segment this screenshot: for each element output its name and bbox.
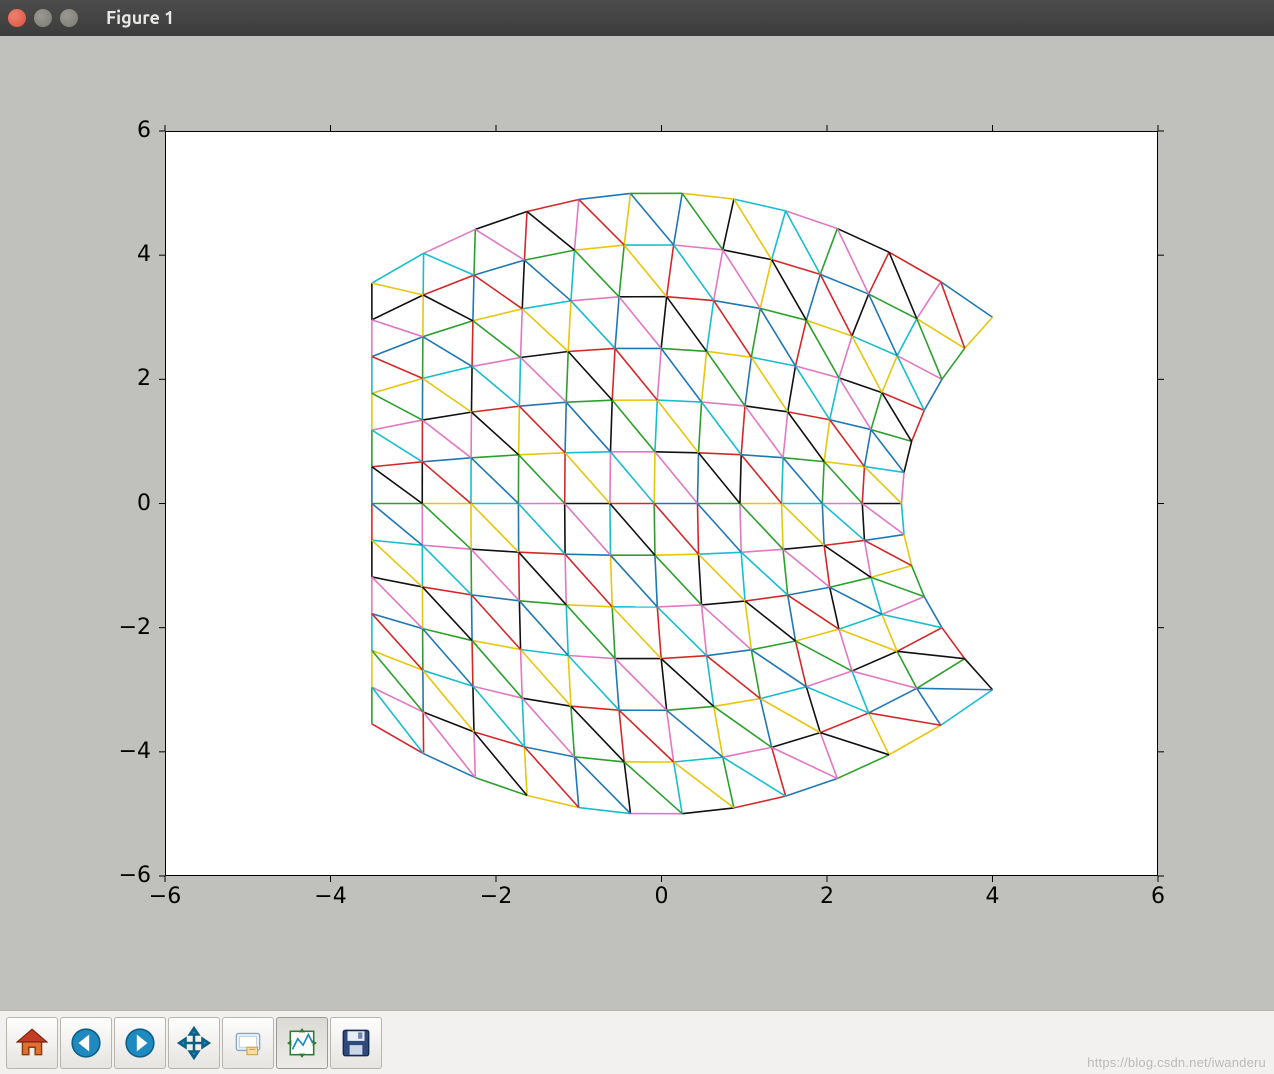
save-icon xyxy=(339,1026,373,1060)
figure: −6 −4 −2 0 2 4 6 −6 −4 −2 0 2 4 6 xyxy=(0,36,1274,1010)
tick-label: 6 xyxy=(1151,884,1165,909)
home-button[interactable] xyxy=(6,1017,58,1069)
zoom-icon xyxy=(231,1026,265,1060)
tick-label: −6 xyxy=(119,863,151,888)
subplots-button[interactable] xyxy=(276,1017,328,1069)
pan-button[interactable] xyxy=(168,1017,220,1069)
tick-label: 6 xyxy=(137,118,151,143)
zoom-button[interactable] xyxy=(222,1017,274,1069)
tick-label: 0 xyxy=(655,884,669,909)
tick-label: 4 xyxy=(137,242,151,267)
forward-button[interactable] xyxy=(114,1017,166,1069)
window-title: Figure 1 xyxy=(106,8,174,28)
forward-icon xyxy=(123,1026,157,1060)
back-icon xyxy=(69,1026,103,1060)
mesh-plot xyxy=(0,36,1218,936)
tick-label: −2 xyxy=(119,615,151,640)
window-titlebar: Figure 1 xyxy=(0,0,1274,36)
save-button[interactable] xyxy=(330,1017,382,1069)
tick-label: −4 xyxy=(314,884,346,909)
back-button[interactable] xyxy=(60,1017,112,1069)
pan-icon xyxy=(177,1026,211,1060)
tick-label: −2 xyxy=(480,884,512,909)
tick-label: 2 xyxy=(137,366,151,391)
tick-label: −6 xyxy=(149,884,181,909)
matplotlib-toolbar xyxy=(0,1010,1274,1074)
home-icon xyxy=(15,1026,49,1060)
subplots-icon xyxy=(285,1026,319,1060)
maximize-icon[interactable] xyxy=(60,9,78,27)
watermark-text: https://blog.csdn.net/iwanderu xyxy=(1087,1055,1266,1070)
tick-label: 4 xyxy=(986,884,1000,909)
tick-label: −4 xyxy=(119,739,151,764)
tick-label: 2 xyxy=(820,884,834,909)
close-icon[interactable] xyxy=(8,9,26,27)
tick-label: 0 xyxy=(137,491,151,516)
figure-canvas: −6 −4 −2 0 2 4 6 −6 −4 −2 0 2 4 6 xyxy=(0,36,1274,1010)
minimize-icon[interactable] xyxy=(34,9,52,27)
